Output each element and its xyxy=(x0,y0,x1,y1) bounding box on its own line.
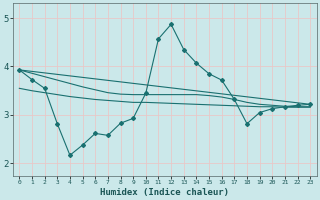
X-axis label: Humidex (Indice chaleur): Humidex (Indice chaleur) xyxy=(100,188,229,197)
